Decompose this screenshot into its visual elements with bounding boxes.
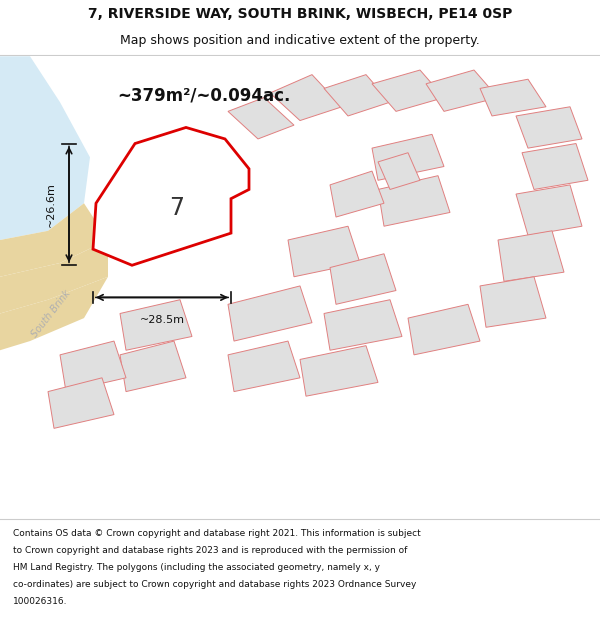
Text: South Brink: South Brink	[29, 288, 73, 339]
Polygon shape	[0, 56, 90, 240]
Text: 100026316.: 100026316.	[13, 596, 68, 606]
Polygon shape	[228, 286, 312, 341]
Polygon shape	[60, 341, 126, 392]
Polygon shape	[516, 185, 582, 236]
Text: co-ordinates) are subject to Crown copyright and database rights 2023 Ordnance S: co-ordinates) are subject to Crown copyr…	[13, 579, 416, 589]
Polygon shape	[372, 134, 444, 180]
Polygon shape	[93, 127, 249, 265]
Polygon shape	[324, 74, 390, 116]
Polygon shape	[426, 70, 498, 111]
Text: Map shows position and indicative extent of the property.: Map shows position and indicative extent…	[120, 34, 480, 47]
Polygon shape	[120, 300, 192, 350]
Polygon shape	[0, 240, 108, 314]
Polygon shape	[522, 144, 588, 189]
Polygon shape	[378, 176, 450, 226]
Polygon shape	[330, 254, 396, 304]
Polygon shape	[372, 70, 444, 111]
Polygon shape	[330, 171, 384, 217]
Text: ~28.5m: ~28.5m	[139, 315, 185, 325]
Polygon shape	[516, 107, 582, 148]
Text: South Brink: South Brink	[131, 159, 175, 211]
Polygon shape	[270, 74, 342, 121]
Polygon shape	[228, 341, 300, 392]
Text: Contains OS data © Crown copyright and database right 2021. This information is : Contains OS data © Crown copyright and d…	[13, 529, 421, 538]
Polygon shape	[120, 341, 186, 392]
Polygon shape	[480, 79, 546, 116]
Polygon shape	[300, 346, 378, 396]
Polygon shape	[48, 378, 114, 428]
Text: to Crown copyright and database rights 2023 and is reproduced with the permissio: to Crown copyright and database rights 2…	[13, 546, 407, 555]
Polygon shape	[0, 203, 108, 277]
Polygon shape	[378, 152, 420, 189]
Text: ~26.6m: ~26.6m	[46, 182, 56, 227]
Text: 7, RIVERSIDE WAY, SOUTH BRINK, WISBECH, PE14 0SP: 7, RIVERSIDE WAY, SOUTH BRINK, WISBECH, …	[88, 7, 512, 21]
Polygon shape	[288, 226, 360, 277]
Text: 7: 7	[170, 196, 185, 220]
Polygon shape	[408, 304, 480, 355]
Text: ~379m²/~0.094ac.: ~379m²/~0.094ac.	[117, 86, 290, 104]
Polygon shape	[480, 277, 546, 328]
Polygon shape	[228, 98, 294, 139]
Polygon shape	[498, 231, 564, 281]
Text: HM Land Registry. The polygons (including the associated geometry, namely x, y: HM Land Registry. The polygons (includin…	[13, 562, 380, 572]
Polygon shape	[0, 277, 108, 350]
Polygon shape	[324, 300, 402, 350]
